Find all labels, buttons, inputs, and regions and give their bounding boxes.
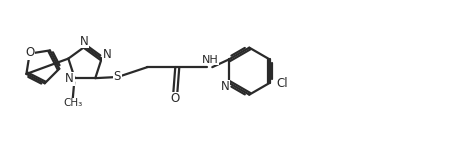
Text: O: O: [25, 46, 34, 59]
Text: N: N: [221, 80, 229, 93]
Text: NH: NH: [202, 55, 218, 65]
Text: N: N: [65, 72, 74, 85]
Text: Cl: Cl: [276, 77, 288, 90]
Text: S: S: [114, 70, 121, 83]
Text: N: N: [80, 35, 89, 48]
Text: O: O: [170, 92, 180, 105]
Text: N: N: [103, 48, 112, 61]
Text: CH₃: CH₃: [63, 98, 82, 108]
